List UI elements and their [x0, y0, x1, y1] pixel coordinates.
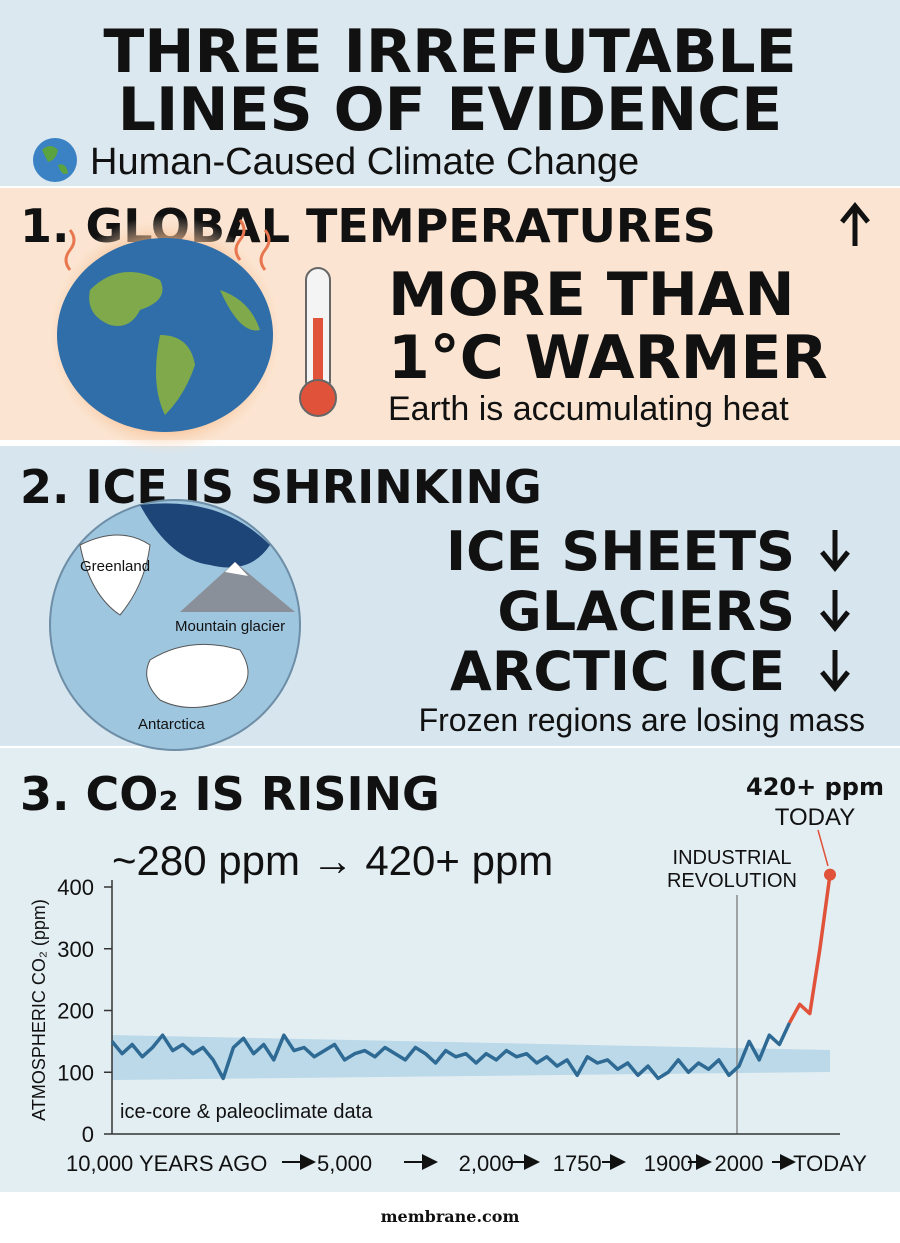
x-tick-label: 5,000 — [317, 1151, 372, 1176]
x-tick-label: 2000 — [715, 1151, 764, 1176]
ice-item: GLACIERS — [497, 580, 795, 643]
y-tick-label: 300 — [57, 937, 94, 962]
endpoint — [824, 868, 836, 881]
x-tick-label: 2,000 — [459, 1151, 514, 1176]
annotation: 420+ ppm — [746, 773, 884, 801]
annotation: ice-core & paleoclimate data — [120, 1101, 373, 1123]
section-heading: 3. CO₂ IS RISING — [20, 767, 440, 821]
annotation: TODAY — [775, 804, 855, 831]
headline: 1°C WARMER — [388, 323, 828, 393]
section-heading: 2. ICE IS SHRINKING — [20, 460, 542, 514]
y-tick-label: 100 — [57, 1060, 94, 1085]
y-tick-label: 400 — [57, 875, 94, 900]
globe-land — [42, 146, 68, 174]
subtitle: Human-Caused Climate Change — [90, 141, 639, 183]
caption: Earth is accumulating heat — [388, 390, 789, 428]
globe-icon — [33, 138, 77, 182]
mountain — [180, 562, 295, 612]
y-axis-label: ATMOSPHERIC CO₂ (ppm) — [29, 899, 49, 1121]
annotation: REVOLUTION — [667, 870, 797, 892]
map-label: Greenland — [80, 558, 150, 575]
greenland-shape — [79, 534, 151, 616]
title: THREE IRREFUTABLE — [103, 17, 796, 87]
co2-line — [110, 1022, 792, 1081]
thermometer-bulb — [299, 379, 337, 417]
down-arrows — [820, 530, 850, 692]
x-tick-label: 1750 — [553, 1151, 602, 1176]
x-tick-label: TODAY — [793, 1151, 867, 1176]
ocean-dark — [140, 503, 270, 568]
caption: Frozen regions are losing mass — [419, 702, 865, 738]
map-label: Mountain glacier — [175, 618, 285, 635]
ice-item: ARCTIC ICE — [450, 640, 785, 703]
title: LINES OF EVIDENCE — [118, 75, 783, 145]
summary: ~280 ppm → 420+ ppm — [112, 837, 553, 884]
antarctica-shape — [146, 643, 249, 708]
x-tick-label: 10,000 YEARS AGO — [66, 1151, 267, 1176]
ice-item: ICE SHEETS — [446, 520, 795, 583]
section3-bg — [0, 748, 900, 1192]
thermometer-fill — [313, 318, 323, 398]
earth-land — [89, 272, 260, 415]
headline: MORE THAN — [388, 260, 795, 330]
y-tick-label: 0 — [82, 1122, 94, 1147]
heat-waves — [64, 219, 271, 271]
annotation: INDUSTRIAL — [673, 847, 792, 869]
header-bg — [0, 0, 900, 186]
x-tick-label: 1900 — [644, 1151, 693, 1176]
co2-line — [787, 874, 832, 1024]
up-arrow — [840, 202, 870, 246]
footer: membrane.com — [381, 1207, 520, 1226]
y-tick-label: 200 — [57, 999, 94, 1024]
map-label: Antarctica — [138, 716, 205, 733]
mountain-snow — [225, 562, 248, 576]
annotation-leader — [817, 829, 829, 867]
